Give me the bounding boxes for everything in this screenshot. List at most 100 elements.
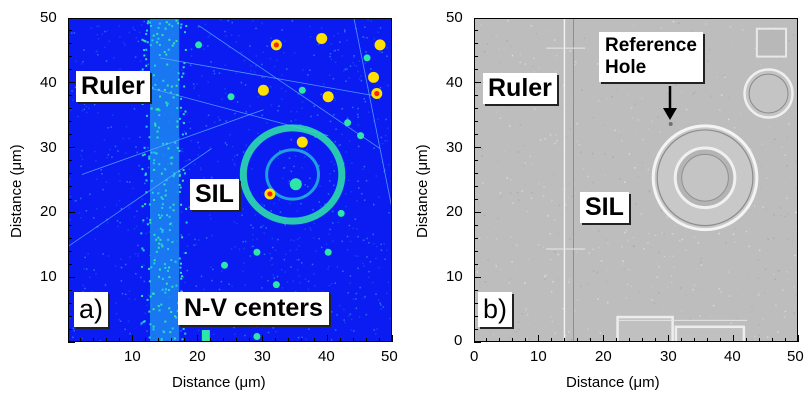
panel-b-xtick-40: 40 [724, 348, 741, 365]
noise-pixel [90, 27, 93, 29]
noise-pixel [252, 227, 254, 229]
noise-pixel [388, 164, 390, 166]
noise-pixel [343, 69, 345, 72]
noise-pixel [294, 155, 297, 157]
sem-grain [484, 268, 486, 270]
noise-pixel [341, 108, 344, 110]
noise-pixel [212, 333, 215, 336]
ruler-speckle [173, 173, 176, 176]
noise-pixel [120, 280, 123, 282]
noise-pixel [225, 120, 227, 122]
nv-center-halo [344, 119, 352, 127]
nv-center-halo [272, 281, 280, 289]
noise-pixel [341, 133, 343, 135]
sem-grain [569, 127, 572, 130]
noise-pixel [224, 92, 227, 94]
noise-pixel [135, 36, 138, 39]
sem-grain [665, 112, 667, 115]
noise-pixel [188, 168, 191, 171]
noise-pixel [69, 178, 71, 180]
ruler-speckle [180, 203, 183, 206]
noise-pixel [136, 151, 138, 154]
sem-grain [544, 137, 546, 140]
noise-pixel [309, 69, 311, 71]
noise-pixel [267, 331, 270, 334]
noise-pixel [235, 72, 238, 75]
sem-grain [592, 248, 595, 251]
ruler-speckle [179, 106, 182, 109]
ruler-speckle [177, 22, 180, 25]
sem-grain [477, 265, 480, 268]
noise-pixel [384, 134, 387, 137]
sem-grain [757, 160, 759, 162]
noise-pixel [115, 204, 118, 206]
sem-grain [759, 63, 762, 65]
sem-grain [564, 188, 567, 191]
sem-grain [499, 191, 502, 194]
ruler-speckle [178, 173, 181, 176]
noise-pixel [75, 200, 77, 202]
noise-pixel [106, 156, 109, 159]
sem-grain [552, 280, 554, 283]
noise-pixel [221, 270, 223, 272]
noise-pixel [135, 225, 138, 228]
sem-grain [530, 197, 533, 200]
ruler-speckle [183, 31, 186, 34]
sem-grain [796, 103, 797, 105]
noise-pixel [293, 165, 295, 168]
ruler-speckle [153, 64, 156, 67]
ruler-speckle [149, 21, 152, 24]
sem-grain [554, 70, 556, 73]
sem-grain [495, 35, 498, 38]
noise-pixel [252, 245, 254, 248]
noise-pixel [285, 68, 288, 70]
noise-pixel [281, 177, 284, 180]
noise-pixel [283, 167, 285, 169]
noise-pixel [358, 187, 360, 189]
sem-grain [712, 52, 714, 55]
ruler-speckle [165, 21, 168, 24]
noise-pixel [83, 267, 85, 270]
sem-grain [562, 84, 565, 87]
noise-pixel [261, 76, 263, 78]
sem-grain [490, 124, 493, 127]
ruler-speckle [141, 205, 144, 208]
sem-grain [475, 130, 478, 133]
sem-grain [772, 237, 775, 239]
ruler-speckle [181, 341, 183, 342]
panel-a-xtick-mark [261, 335, 263, 342]
ruler-speckle [175, 84, 178, 87]
panel-a-label: a) [74, 292, 109, 327]
sem-grain [558, 204, 561, 207]
noise-pixel [368, 242, 370, 244]
sem-grain [553, 219, 556, 221]
sem-grain [517, 151, 520, 153]
noise-pixel [384, 258, 386, 261]
ruler-speckle [153, 151, 156, 154]
sem-grain [767, 238, 769, 241]
noise-pixel [295, 248, 298, 251]
sem-grain [701, 261, 703, 264]
noise-pixel [318, 164, 320, 167]
noise-pixel [98, 25, 100, 27]
sem-grain [551, 199, 553, 202]
sem-grain [590, 129, 593, 132]
noise-pixel [234, 333, 236, 336]
noise-pixel [103, 139, 106, 141]
sem-grain [774, 278, 777, 280]
nv-center-halo [324, 248, 332, 256]
sem-grain [650, 133, 653, 135]
sem-grain [647, 168, 650, 171]
ruler-speckle [172, 96, 175, 99]
sem-grain [637, 176, 640, 178]
sem-grain [754, 205, 756, 207]
noise-pixel [95, 51, 98, 53]
noise-pixel [101, 33, 103, 35]
ruler-speckle [165, 142, 168, 145]
sem-grain [787, 213, 789, 215]
ruler-speckle [150, 179, 153, 182]
sem-grain [746, 261, 748, 264]
sem-grain [526, 307, 528, 309]
noise-pixel [302, 69, 304, 71]
noise-pixel [274, 249, 277, 252]
